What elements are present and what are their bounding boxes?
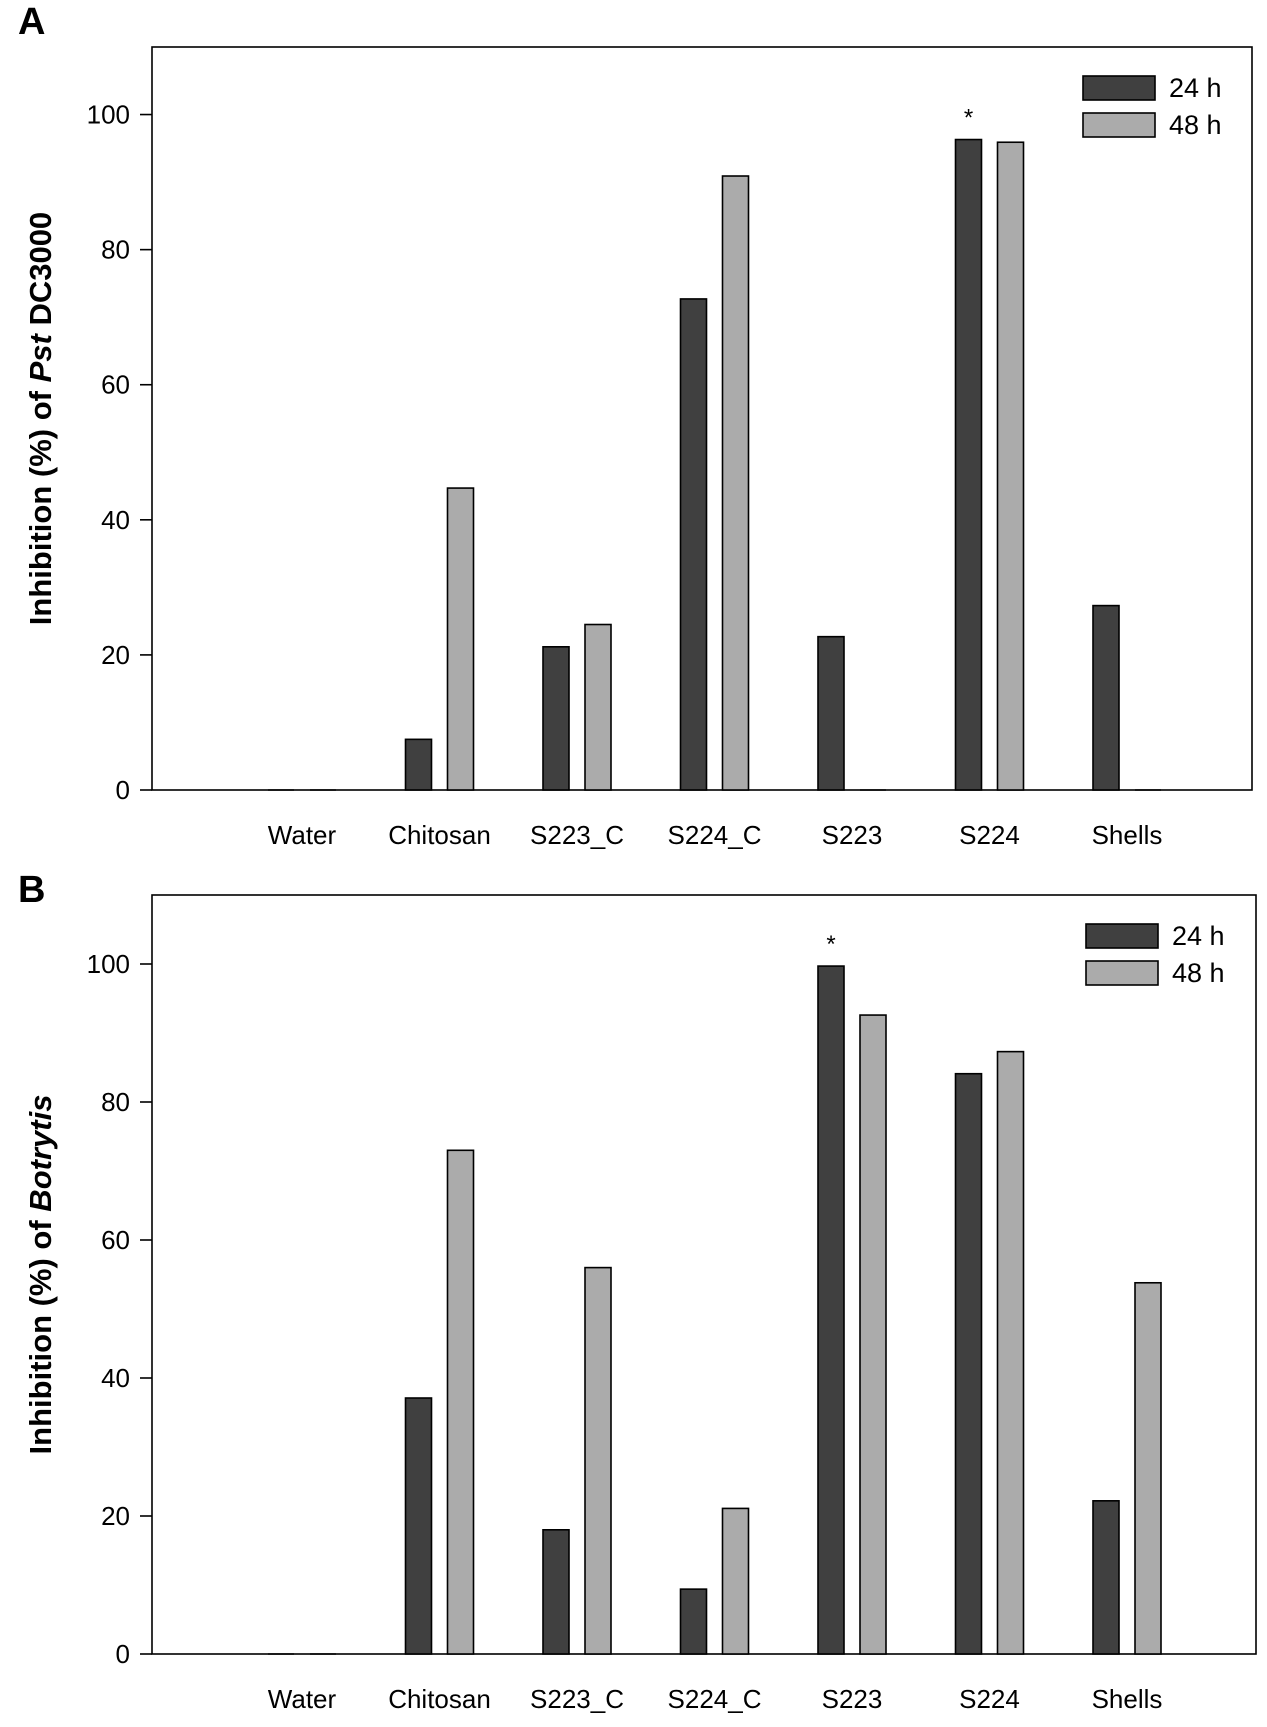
legend-label: 48 h (1172, 958, 1225, 988)
bar-s224-48h (996, 1050, 1025, 1655)
y-tick-label: 100 (87, 949, 130, 979)
x-tick-label: S224_C (668, 820, 762, 850)
legend-swatch-24h (1085, 923, 1159, 949)
bar-s223-c-24h (542, 1529, 570, 1655)
y-axis-label-prefix: Inhibition (%) of (23, 1212, 58, 1455)
x-tick-label: S224 (959, 1684, 1020, 1714)
bar-s224-24h (954, 1072, 983, 1655)
y-tick-label: 80 (101, 235, 130, 265)
y-tick-label: 20 (101, 640, 130, 670)
y-tick-label: 60 (101, 1225, 130, 1255)
y-axis-label-suffix: DC3000 (23, 212, 58, 334)
bar-chitosan-48h (446, 487, 475, 791)
y-axis-label-prefix: Inhibition (%) of (23, 382, 58, 625)
panel-letter: A (18, 1, 45, 43)
bar-chitosan-24h (404, 738, 433, 791)
x-tick-label: S223_C (530, 820, 624, 850)
y-tick-label: 0 (116, 1639, 130, 1669)
x-tick-label: Water (268, 820, 337, 850)
y-axis-label: Inhibition (%) of Botrytis (23, 1095, 58, 1455)
plot-frame (151, 894, 1257, 1655)
y-tick-label: 100 (87, 100, 130, 130)
y-tick-label: 40 (101, 505, 130, 535)
x-tick-label: S224 (959, 820, 1020, 850)
bar-s224-c-24h (679, 1588, 708, 1655)
bar-chitosan-48h (446, 1149, 475, 1655)
legend-label: 24 h (1172, 921, 1225, 951)
bar-s223-c-24h (542, 646, 570, 791)
legend-label: 48 h (1169, 110, 1222, 140)
bar-shells-24h (1092, 1500, 1120, 1655)
y-tick-label: 20 (101, 1501, 130, 1531)
legend-swatch-48h (1082, 112, 1156, 138)
chart-panel-a: A 0 20 40 60 80 100 Inhibition (%) of Pst DC300… (18, 1, 1253, 850)
bar-s223-c-48h (584, 623, 612, 791)
bar-s223-24h (817, 965, 845, 1655)
x-tick-label: Water (268, 1684, 337, 1714)
y-axis-label-organism: Pst (23, 333, 58, 383)
legend-swatch-48h (1085, 960, 1159, 986)
x-tick-label: Shells (1092, 820, 1163, 850)
bar-s224-48h (996, 141, 1025, 791)
x-tick-label: Chitosan (388, 820, 491, 850)
bar-s224-c-24h (679, 298, 708, 791)
bar-s224-24h (954, 138, 983, 791)
y-tick-label: 80 (101, 1087, 130, 1117)
bar-s224-c-48h (721, 175, 750, 791)
x-tick-label: Shells (1092, 1684, 1163, 1714)
significance-asterisk: * (964, 105, 973, 132)
significance-asterisk: * (826, 931, 835, 958)
bar-s224-c-48h (721, 1507, 750, 1655)
x-tick-label: Chitosan (388, 1684, 491, 1714)
panel-letter: B (18, 869, 45, 911)
y-tick-label: 60 (101, 370, 130, 400)
x-tick-label: S223 (822, 1684, 883, 1714)
x-tick-label: S223_C (530, 1684, 624, 1714)
bar-s223-c-48h (584, 1266, 612, 1655)
y-tick-label: 40 (101, 1363, 130, 1393)
x-tick-label: S223 (822, 820, 883, 850)
bar-chitosan-24h (404, 1397, 433, 1655)
bar-s223-24h (817, 635, 845, 791)
chart-panel-b: B 0 20 40 60 80 100 Inhibition (%) of Botrytis W… (18, 869, 1257, 1714)
y-tick-label: 0 (116, 775, 130, 805)
legend-swatch-24h (1082, 75, 1156, 101)
x-tick-label: S224_C (668, 1684, 762, 1714)
bar-shells-48h (1134, 1281, 1162, 1655)
y-axis-label-organism: Botrytis (23, 1095, 58, 1212)
bar-s223-48h (859, 1014, 887, 1655)
bar-shells-24h (1092, 604, 1120, 791)
y-axis-label: Inhibition (%) of Pst DC3000 (23, 212, 58, 625)
legend-label: 24 h (1169, 73, 1222, 103)
